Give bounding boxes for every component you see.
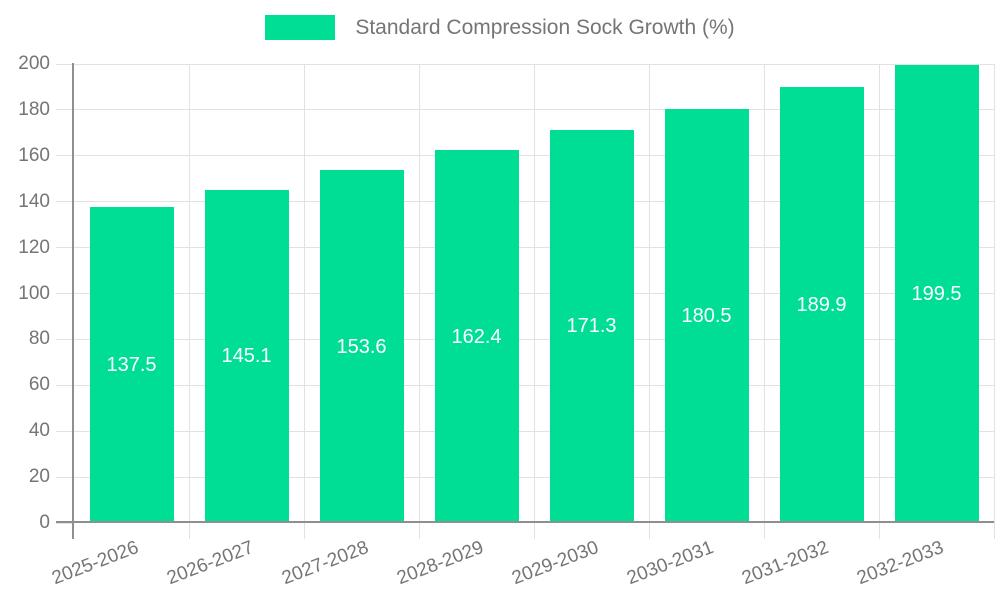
bar-value-label: 189.9 xyxy=(796,294,847,317)
y-axis-tick xyxy=(56,430,74,432)
bar-value-label: 162.4 xyxy=(451,325,502,348)
x-axis-tick xyxy=(993,523,995,539)
y-axis-tick-label: 100 xyxy=(18,282,50,304)
bar xyxy=(204,189,289,523)
y-axis-tick-label: 80 xyxy=(28,328,50,350)
y-axis-tick xyxy=(56,338,74,340)
y-axis-tick xyxy=(56,201,74,203)
bar xyxy=(664,108,749,523)
bar-value-label: 145.1 xyxy=(221,345,272,368)
x-axis-tick xyxy=(188,523,190,539)
v-gridline xyxy=(763,64,765,523)
x-axis-tick xyxy=(878,523,880,539)
bar xyxy=(779,87,864,523)
bar xyxy=(319,170,404,523)
legend-label: Standard Compression Sock Growth (%) xyxy=(355,15,735,39)
bar-value-label: 180.5 xyxy=(681,304,732,327)
y-axis-tick xyxy=(56,476,74,478)
y-axis-tick-label: 60 xyxy=(28,374,50,396)
bar xyxy=(434,150,519,523)
chart-legend: Standard Compression Sock Growth (%) xyxy=(0,15,1000,40)
bar-value-label: 199.5 xyxy=(911,283,962,306)
y-axis-tick-label: 180 xyxy=(18,98,50,120)
bar xyxy=(549,129,634,523)
bar xyxy=(89,207,174,523)
y-axis-tick xyxy=(56,247,74,249)
v-gridline xyxy=(993,64,995,523)
bar-value-label: 171.3 xyxy=(566,315,617,338)
v-gridline xyxy=(418,64,420,523)
x-axis-line xyxy=(56,521,994,523)
y-axis-tick-label: 200 xyxy=(18,53,50,74)
x-axis-tick xyxy=(533,523,535,539)
y-axis-tick-label: 40 xyxy=(28,420,50,442)
legend-swatch-icon xyxy=(265,15,336,40)
y-axis-line xyxy=(72,63,74,539)
y-axis-tick-label: 140 xyxy=(18,190,50,212)
bar-value-label: 153.6 xyxy=(336,335,387,358)
bar-value-label: 137.5 xyxy=(106,354,157,377)
x-axis-tick xyxy=(763,523,765,539)
x-axis-tick xyxy=(648,523,650,539)
y-axis-tick xyxy=(56,155,74,157)
y-axis-tick xyxy=(56,109,74,111)
y-axis-tick-label: 160 xyxy=(18,144,50,166)
v-gridline xyxy=(648,64,650,523)
x-axis-tick xyxy=(418,523,420,539)
y-axis-tick xyxy=(56,384,74,386)
y-axis-tick xyxy=(56,293,74,294)
y-axis-tick-label: 0 xyxy=(39,512,50,533)
x-axis-tick xyxy=(303,523,305,539)
bar xyxy=(894,65,979,523)
y-axis-tick-label: 120 xyxy=(18,236,50,258)
y-axis-tick xyxy=(56,522,74,524)
y-axis-tick xyxy=(56,63,74,65)
v-gridline xyxy=(533,64,535,523)
y-axis-tick-label: 20 xyxy=(28,466,50,488)
v-gridline xyxy=(878,64,880,523)
v-gridline xyxy=(303,64,305,523)
v-gridline xyxy=(188,64,190,523)
